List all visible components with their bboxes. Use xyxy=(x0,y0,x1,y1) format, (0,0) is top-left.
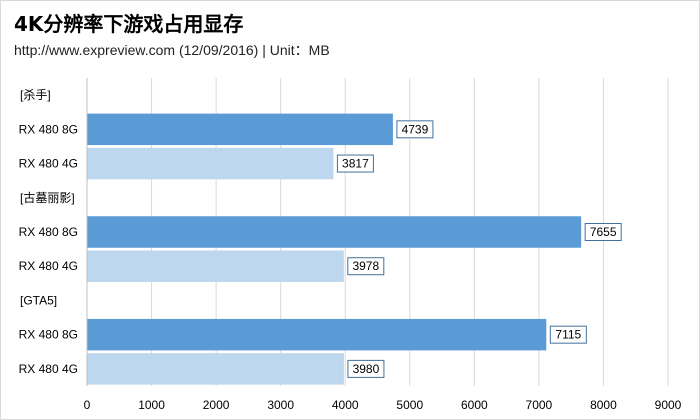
category-label: RX 480 8G xyxy=(19,122,78,136)
x-tick-label: 5000 xyxy=(396,398,423,412)
chart-subtitle: http://www.expreview.com (12/09/2016) | … xyxy=(14,42,330,58)
x-tick-label: 9000 xyxy=(655,398,682,412)
x-tick-label: 4000 xyxy=(332,398,359,412)
category-label: RX 480 8G xyxy=(19,225,78,239)
category-label: RX 480 4G xyxy=(19,259,78,273)
group-label: [古墓丽影] xyxy=(20,190,75,205)
chart-title: 4K分辨率下游戏占用显存 xyxy=(14,12,244,36)
bar xyxy=(87,318,547,351)
data-label: 4739 xyxy=(402,122,429,136)
data-label-box xyxy=(336,154,374,173)
category-label: RX 480 8G xyxy=(19,328,78,342)
x-tick-label: 3000 xyxy=(267,398,294,412)
bar xyxy=(87,113,393,146)
bar xyxy=(87,353,344,385)
bar xyxy=(87,147,334,180)
x-tick-label: 8000 xyxy=(590,398,617,412)
data-label: 7115 xyxy=(555,328,581,342)
x-tick-label: 0 xyxy=(84,398,91,412)
x-tick-label: 1000 xyxy=(138,398,165,412)
data-label-box xyxy=(549,325,587,344)
x-tick-label: 6000 xyxy=(461,398,488,412)
data-label: 7655 xyxy=(590,225,617,239)
data-label-box xyxy=(584,223,622,241)
data-label-box xyxy=(396,120,434,139)
group-label: [GTA5] xyxy=(20,293,57,307)
bar xyxy=(87,250,344,282)
category-label: RX 480 4G xyxy=(19,362,78,376)
x-tick-label: 7000 xyxy=(526,398,553,412)
data-label-box xyxy=(347,359,385,378)
group-label: [杀手] xyxy=(20,87,51,102)
data-label: 3817 xyxy=(342,157,369,171)
x-tick-label: 2000 xyxy=(203,398,230,412)
data-label: 3980 xyxy=(353,362,380,376)
data-label-box xyxy=(347,257,385,276)
data-label: 3978 xyxy=(352,259,379,273)
category-label: RX 480 4G xyxy=(19,157,78,171)
bar xyxy=(87,216,582,248)
